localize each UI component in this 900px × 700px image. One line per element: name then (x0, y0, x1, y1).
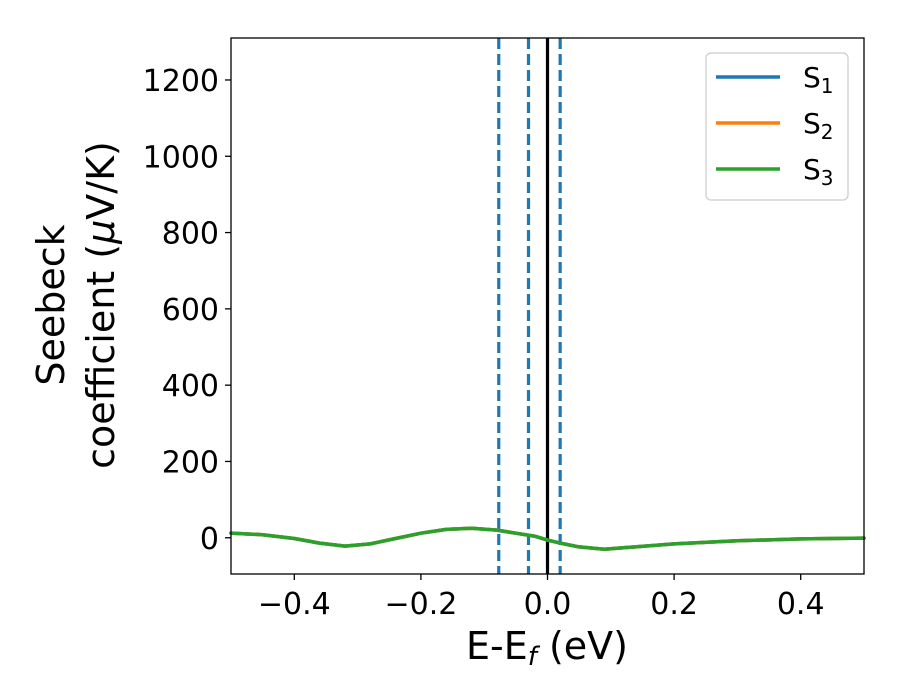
legend-box (705, 52, 849, 201)
y-axis-label-line2: coefficient (μV/K) (79, 141, 123, 469)
x-axis: −0.4 −0.2 0.0 0.2 0.4 (258, 574, 825, 622)
x-tick-label: 0.0 (524, 587, 572, 622)
y-tick-label: 0 (200, 522, 219, 557)
y-tick-label: 400 (162, 369, 219, 404)
x-tick-label: −0.2 (384, 587, 457, 622)
y-tick-label: 1200 (143, 64, 219, 99)
y-tick-label: 1000 (143, 140, 219, 175)
y-axis: 0 200 400 600 800 1000 1200 (143, 64, 231, 557)
x-axis-label: E-Ef (eV) (466, 624, 628, 672)
series-line-s3 (229, 526, 866, 551)
legend-label-s2: S2 (803, 107, 834, 144)
x-tick-label: −0.4 (258, 587, 331, 622)
plot-area (229, 38, 866, 574)
y-axis-label-line1: Seebeck (29, 224, 73, 385)
y-tick-label: 800 (162, 217, 219, 252)
legend: S1 S2 S3 (705, 52, 849, 201)
legend-label-s3: S3 (803, 153, 834, 190)
x-tick-label: 0.2 (650, 587, 698, 622)
y-tick-label: 600 (162, 293, 219, 328)
x-tick-label: 0.4 (777, 587, 825, 622)
y-tick-label: 200 (162, 445, 219, 480)
legend-label-s1: S1 (803, 61, 834, 98)
y-axis-label: Seebeck coefficient (μV/K) (29, 141, 123, 469)
